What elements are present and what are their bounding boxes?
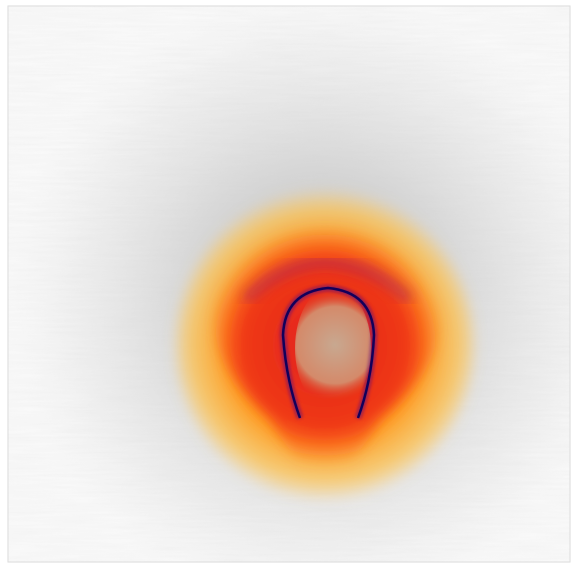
density-render — [0, 0, 578, 570]
page — [0, 0, 578, 570]
inner-region — [295, 286, 371, 410]
